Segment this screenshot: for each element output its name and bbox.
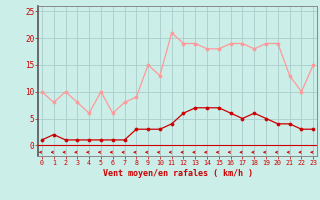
X-axis label: Vent moyen/en rafales ( km/h ): Vent moyen/en rafales ( km/h ) bbox=[103, 169, 252, 178]
